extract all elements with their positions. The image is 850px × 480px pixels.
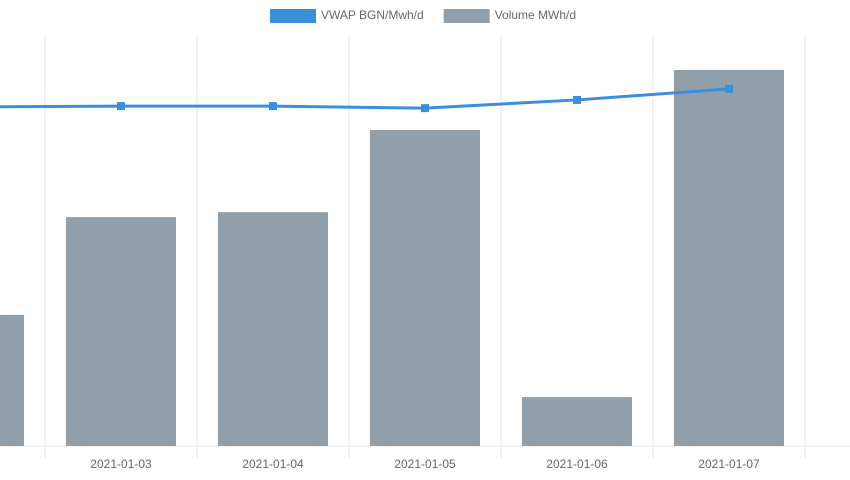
bar xyxy=(674,69,784,446)
bar xyxy=(0,314,24,446)
bar xyxy=(522,397,632,446)
point xyxy=(117,102,125,111)
line xyxy=(0,87,730,110)
x-tick-label: 2021-01-07 xyxy=(698,457,760,471)
legend-swatch xyxy=(443,9,490,23)
legend-label: VWAP BGN/Mwh/d xyxy=(321,8,424,22)
point xyxy=(725,84,733,93)
bar xyxy=(66,217,176,446)
bar xyxy=(218,212,328,446)
x-tick-label: 2021-01-05 xyxy=(394,457,456,471)
x-tick-label: 2021-01-06 xyxy=(546,457,608,471)
point xyxy=(421,104,429,113)
point xyxy=(269,102,277,111)
x-tick-label: 2021-01-04 xyxy=(242,457,304,471)
legend-swatch xyxy=(270,9,316,23)
legend-label: Volume MWh/d xyxy=(495,8,576,22)
bar xyxy=(370,129,480,447)
x-tick-label: 2021-01-03 xyxy=(90,457,152,471)
point xyxy=(573,95,581,104)
